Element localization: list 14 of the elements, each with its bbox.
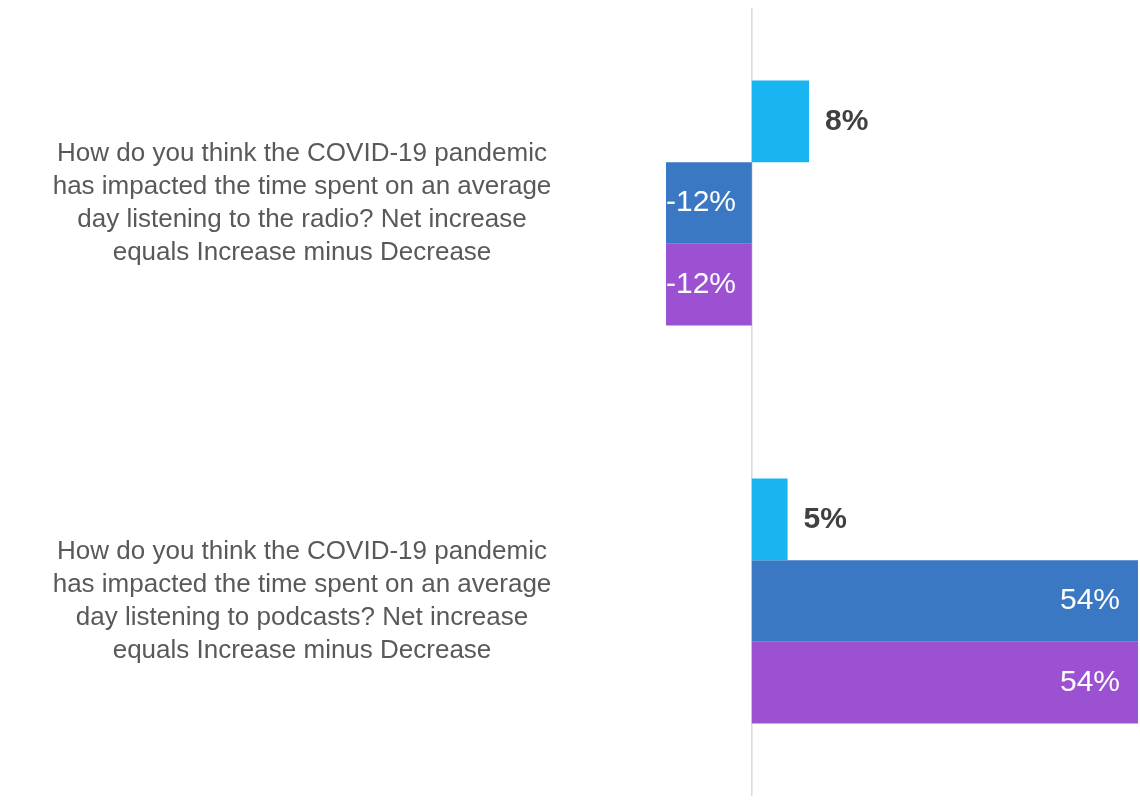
bar	[751, 80, 810, 163]
data-label: 54%	[1059, 663, 1120, 697]
y-tick-label: How do you think the COVID-19 pandemic has impacted the time spent on an average day listening to podcasts? Net increase equals Increase minus Decrease	[52, 534, 552, 664]
bar	[751, 478, 788, 561]
bar	[666, 162, 752, 244]
data-label: -12%	[666, 265, 737, 299]
data-label: -12%	[666, 184, 737, 218]
data-label: 8%	[825, 102, 869, 136]
bar	[751, 641, 1138, 724]
data-label: 54%	[1059, 582, 1120, 616]
data-label: 5%	[803, 500, 847, 534]
bar	[666, 243, 752, 326]
y-tick-label: How do you think the COVID-19 pandemic has impacted the time spent on an average day listening to the radio? Net increase equals Increase minus Decrease	[52, 136, 552, 266]
bar	[751, 560, 1138, 642]
